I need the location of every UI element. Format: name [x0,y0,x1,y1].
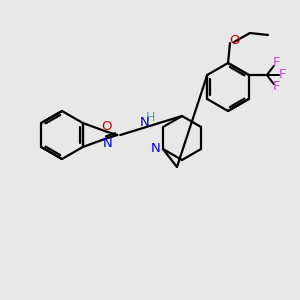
Text: N: N [151,142,161,155]
Text: O: O [229,34,239,46]
Text: N: N [140,116,149,129]
Text: F: F [273,56,280,70]
Text: O: O [101,120,112,133]
Text: F: F [273,80,280,94]
Text: H: H [146,111,155,124]
Text: F: F [279,68,286,82]
Text: N: N [103,137,112,150]
